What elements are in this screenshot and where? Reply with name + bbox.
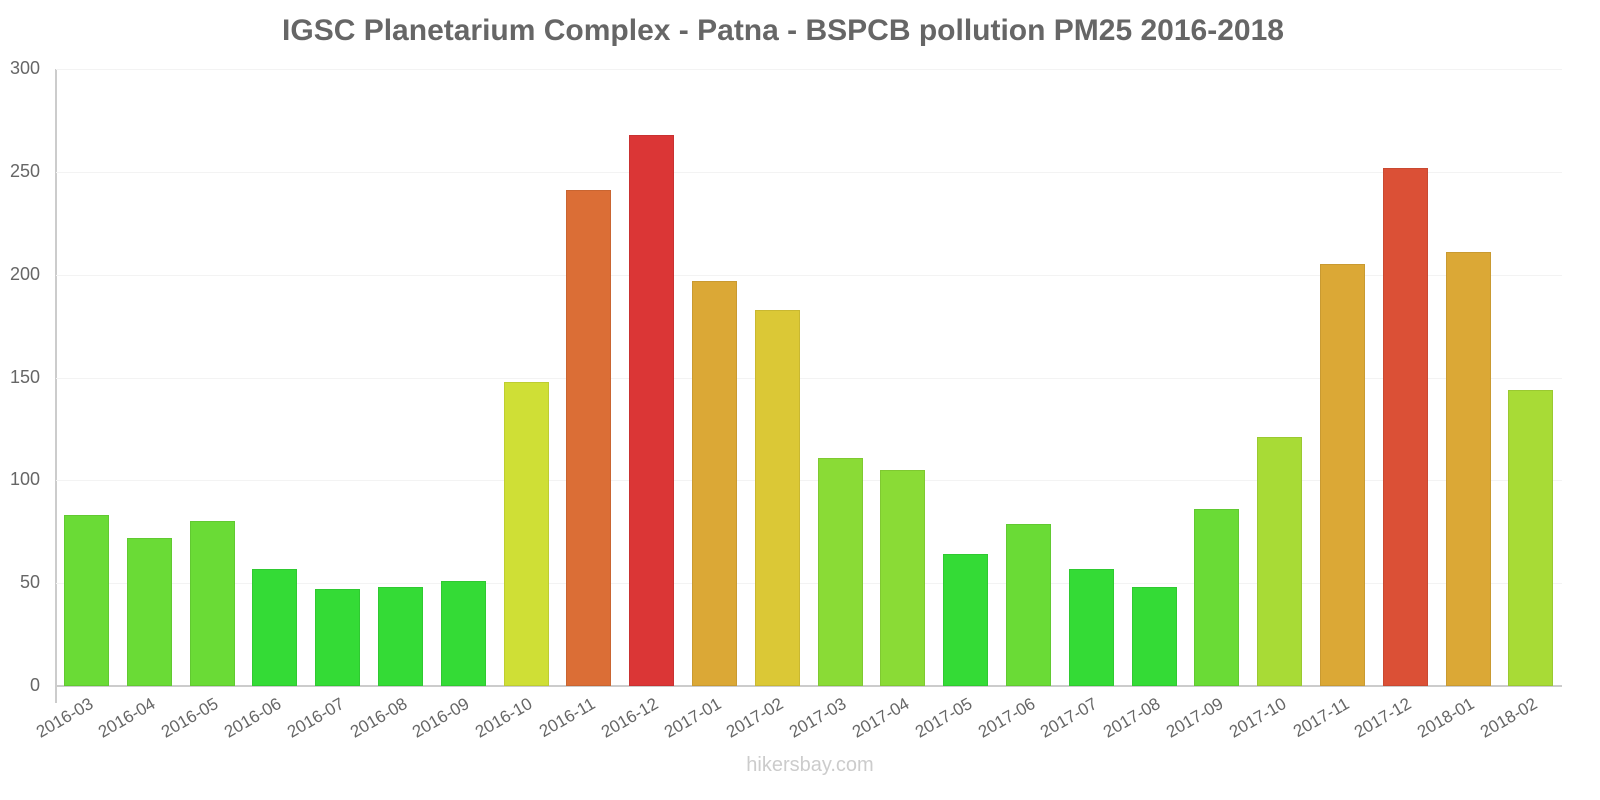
bar-2017-11[interactable]: [1320, 264, 1365, 686]
bar-2016-09[interactable]: [440, 581, 486, 686]
bar-2016-07[interactable]: [315, 589, 361, 686]
bar-2016-08[interactable]: [378, 587, 423, 686]
bar-2017-08[interactable]: [1131, 587, 1177, 686]
y-tick-label: 100: [9, 469, 40, 490]
bar-2016-03[interactable]: [64, 515, 109, 686]
bar-2016-12[interactable]: [629, 134, 675, 686]
grid-line: [56, 171, 1562, 173]
bar-2017-03[interactable]: [817, 457, 863, 686]
x-axis-line: [55, 685, 1562, 687]
y-tick-label: 200: [9, 263, 40, 284]
bar-2017-05[interactable]: [943, 554, 989, 686]
y-tick-label: 300: [9, 58, 40, 78]
bar-2016-10[interactable]: [503, 381, 549, 686]
bar-2017-12[interactable]: [1382, 167, 1428, 686]
bar-2018-01[interactable]: [1445, 252, 1491, 686]
bar-2016-05[interactable]: [189, 521, 235, 686]
bar-2016-04[interactable]: [126, 537, 172, 686]
y-tick-label: 150: [9, 366, 40, 387]
grid-line: [56, 69, 1562, 70]
grid-line: [56, 377, 1562, 379]
grid-line: [56, 274, 1562, 276]
bar-2017-07[interactable]: [1068, 568, 1114, 686]
bar-2017-09[interactable]: [1194, 509, 1240, 686]
bar-2017-01[interactable]: [692, 280, 737, 686]
bar-2016-06[interactable]: [252, 568, 298, 686]
y-tick-label: 50: [19, 572, 40, 593]
bar-2018-02[interactable]: [1508, 389, 1554, 686]
watermark: hikersbay.com: [746, 754, 874, 776]
bar-2017-02[interactable]: [754, 309, 800, 686]
grid-line: [56, 583, 1562, 585]
y-axis-line: [55, 69, 57, 703]
bar-2017-10[interactable]: [1257, 437, 1303, 686]
bar-2016-11[interactable]: [566, 190, 612, 686]
y-tick-label: 0: [29, 675, 40, 695]
bar-2017-06[interactable]: [1006, 523, 1051, 686]
grid-line: [56, 480, 1562, 482]
y-tick-label: 250: [9, 160, 40, 181]
chart-title: IGSC Planetarium Complex - Patna - BSPCB…: [282, 14, 1284, 47]
bar-2017-04[interactable]: [880, 470, 926, 686]
